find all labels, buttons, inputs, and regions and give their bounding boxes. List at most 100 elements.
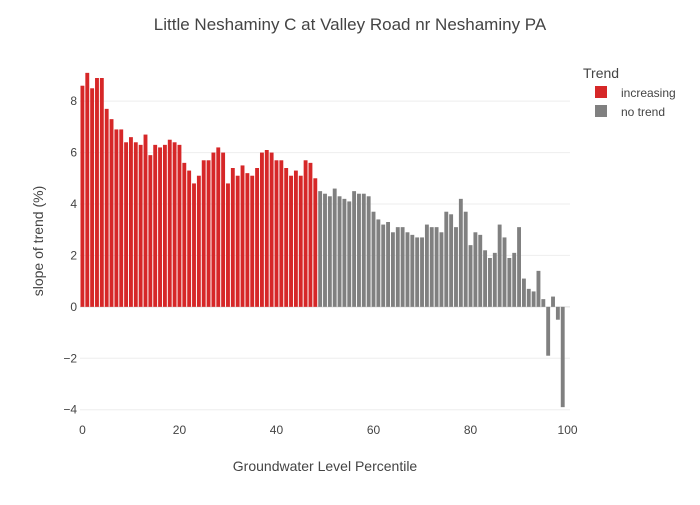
bar-increasing[interactable] xyxy=(177,144,182,307)
bar-increasing[interactable] xyxy=(303,160,308,307)
bar-no-trend[interactable] xyxy=(415,237,420,307)
bar-increasing[interactable] xyxy=(216,147,221,307)
bar-no-trend[interactable] xyxy=(473,232,478,307)
bar-increasing[interactable] xyxy=(298,175,303,307)
bar-increasing[interactable] xyxy=(187,170,192,307)
bar-no-trend[interactable] xyxy=(463,211,468,307)
bar-increasing[interactable] xyxy=(158,147,162,307)
bar-no-trend[interactable] xyxy=(376,219,381,307)
bar-no-trend[interactable] xyxy=(400,227,405,307)
bar-no-trend[interactable] xyxy=(502,237,507,307)
bar-increasing[interactable] xyxy=(119,129,124,307)
bar-no-trend[interactable] xyxy=(323,193,327,307)
bar-no-trend[interactable] xyxy=(429,227,434,307)
bar-no-trend[interactable] xyxy=(410,234,415,307)
bar-increasing[interactable] xyxy=(269,152,274,307)
bar-increasing[interactable] xyxy=(284,168,289,307)
bar-no-trend[interactable] xyxy=(526,288,531,307)
bar-increasing[interactable] xyxy=(240,165,245,307)
bar-no-trend[interactable] xyxy=(483,250,488,307)
bar-no-trend[interactable] xyxy=(424,224,429,307)
bar-no-trend[interactable] xyxy=(405,232,410,307)
bar-increasing[interactable] xyxy=(114,129,119,307)
legend-item-increasing[interactable]: increasing xyxy=(595,86,676,100)
bar-no-trend[interactable] xyxy=(434,227,439,307)
bar-no-trend[interactable] xyxy=(444,211,449,307)
bar-increasing[interactable] xyxy=(85,72,90,307)
bar-no-trend[interactable] xyxy=(541,299,546,307)
bar-increasing[interactable] xyxy=(259,152,264,307)
bar-increasing[interactable] xyxy=(99,78,104,307)
bar-no-trend[interactable] xyxy=(327,196,332,307)
bar-no-trend[interactable] xyxy=(366,196,371,307)
bar-increasing[interactable] xyxy=(172,142,177,307)
bar-increasing[interactable] xyxy=(196,175,201,307)
bar-no-trend[interactable] xyxy=(420,237,424,307)
bar-no-trend[interactable] xyxy=(521,278,526,307)
bar-increasing[interactable] xyxy=(129,137,133,307)
bar-increasing[interactable] xyxy=(182,162,187,307)
bar-no-trend[interactable] xyxy=(352,191,357,307)
bar-increasing[interactable] xyxy=(143,134,148,307)
bar-increasing[interactable] xyxy=(206,160,211,307)
bar-no-trend[interactable] xyxy=(342,198,347,307)
bar-increasing[interactable] xyxy=(201,160,206,307)
bar-increasing[interactable] xyxy=(153,144,158,307)
legend-item-no-trend[interactable]: no trend xyxy=(595,105,665,119)
bar-increasing[interactable] xyxy=(255,168,260,307)
bar-increasing[interactable] xyxy=(274,160,279,307)
bar-no-trend[interactable] xyxy=(546,306,551,356)
bar-increasing[interactable] xyxy=(148,155,153,307)
bar-no-trend[interactable] xyxy=(454,227,458,307)
bar-no-trend[interactable] xyxy=(458,198,463,307)
bar-no-trend[interactable] xyxy=(488,258,492,307)
bar-no-trend[interactable] xyxy=(337,196,342,307)
bar-no-trend[interactable] xyxy=(512,252,517,307)
bar-no-trend[interactable] xyxy=(347,201,352,307)
bar-no-trend[interactable] xyxy=(381,224,386,307)
bar-increasing[interactable] xyxy=(279,160,284,307)
bar-no-trend[interactable] xyxy=(449,214,454,307)
bar-increasing[interactable] xyxy=(293,170,298,307)
bar-increasing[interactable] xyxy=(313,178,318,307)
bar-increasing[interactable] xyxy=(133,142,138,307)
bar-increasing[interactable] xyxy=(95,78,99,307)
bar-increasing[interactable] xyxy=(124,142,129,307)
bar-no-trend[interactable] xyxy=(551,296,555,307)
bar-increasing[interactable] xyxy=(162,144,167,307)
bar-no-trend[interactable] xyxy=(361,193,366,307)
bar-increasing[interactable] xyxy=(138,144,143,307)
bar-increasing[interactable] xyxy=(109,119,114,307)
bar-no-trend[interactable] xyxy=(390,232,395,307)
bar-no-trend[interactable] xyxy=(507,258,512,307)
bar-increasing[interactable] xyxy=(308,162,313,307)
bar-no-trend[interactable] xyxy=(386,222,391,307)
bar-increasing[interactable] xyxy=(250,175,255,307)
bar-increasing[interactable] xyxy=(221,152,226,307)
bar-increasing[interactable] xyxy=(245,173,250,307)
bar-no-trend[interactable] xyxy=(492,252,497,307)
bar-increasing[interactable] xyxy=(104,108,109,307)
bar-no-trend[interactable] xyxy=(371,211,376,307)
bar-increasing[interactable] xyxy=(211,152,216,307)
bar-increasing[interactable] xyxy=(235,175,240,307)
bar-no-trend[interactable] xyxy=(357,193,361,307)
bar-increasing[interactable] xyxy=(230,168,235,307)
bar-no-trend[interactable] xyxy=(318,191,323,307)
bar-increasing[interactable] xyxy=(90,88,95,307)
bar-increasing[interactable] xyxy=(264,150,269,307)
bar-no-trend[interactable] xyxy=(531,291,536,307)
bar-no-trend[interactable] xyxy=(560,306,565,408)
bar-increasing[interactable] xyxy=(226,183,230,307)
bar-no-trend[interactable] xyxy=(536,270,541,307)
bar-no-trend[interactable] xyxy=(478,234,483,307)
bar-no-trend[interactable] xyxy=(439,232,444,307)
bar-increasing[interactable] xyxy=(192,183,196,307)
bar-no-trend[interactable] xyxy=(555,306,560,320)
bar-no-trend[interactable] xyxy=(497,224,502,307)
bar-no-trend[interactable] xyxy=(517,227,521,307)
bar-no-trend[interactable] xyxy=(332,188,337,307)
bar-no-trend[interactable] xyxy=(395,227,400,307)
bar-increasing[interactable] xyxy=(80,85,85,307)
bar-no-trend[interactable] xyxy=(468,245,473,307)
